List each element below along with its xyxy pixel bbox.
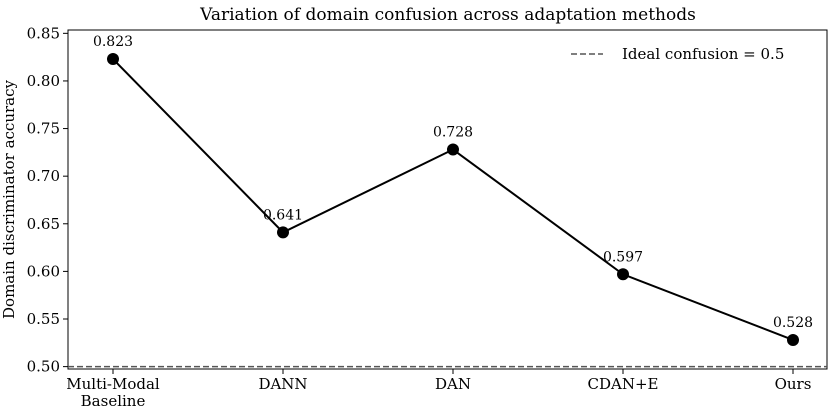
legend-label: Ideal confusion = 0.5 (622, 45, 784, 63)
chart-title: Variation of domain confusion across ada… (199, 5, 696, 25)
y-tick-label: 0.70 (27, 167, 60, 185)
data-point (447, 143, 459, 156)
data-label: 0.728 (433, 125, 473, 141)
data-label: 0.823 (93, 34, 133, 50)
data-label: 0.528 (773, 315, 813, 331)
data-point (787, 333, 799, 346)
y-tick-label: 0.55 (27, 310, 60, 328)
data-point (617, 268, 629, 281)
y-tick-label: 0.85 (27, 24, 60, 42)
x-tick-label: DAN (435, 375, 471, 393)
data-point (277, 226, 289, 239)
data-point (107, 53, 119, 66)
y-axis-label: Domain discriminator accuracy (0, 80, 18, 319)
y-tick-label: 0.50 (27, 358, 60, 376)
plot-area-frame (67, 29, 828, 370)
axis-layer: 0.50 0.55 0.60 0.65 0.70 0.75 0.80 0.85 Multi-Mo… (27, 24, 812, 410)
x-tick-label-line: DAN (435, 375, 471, 393)
x-tick-label-line: Baseline (81, 392, 146, 410)
data-label: 0.641 (263, 207, 303, 223)
series-layer: 0.823 0.641 0.728 0.597 0.528 (93, 34, 813, 346)
legend: Ideal confusion = 0.5 (571, 45, 784, 63)
x-tick-label: Multi-Modal Baseline (66, 375, 160, 410)
y-tick-label: 0.80 (27, 72, 60, 90)
x-tick-label: Ours (775, 375, 812, 393)
x-tick-label-line: CDAN+E (588, 375, 659, 393)
x-tick-label: CDAN+E (588, 375, 659, 393)
x-tick-label: DANN (258, 375, 307, 393)
x-tick-label-line: Ours (775, 375, 812, 393)
x-tick-label-line: DANN (258, 375, 307, 393)
y-tick-label: 0.60 (27, 262, 60, 280)
x-tick-label-line: Multi-Modal (66, 375, 160, 393)
y-tick-label: 0.75 (27, 120, 60, 138)
y-tick-label: 0.65 (27, 215, 60, 233)
data-label: 0.597 (603, 249, 643, 265)
series-line (112, 58, 794, 341)
